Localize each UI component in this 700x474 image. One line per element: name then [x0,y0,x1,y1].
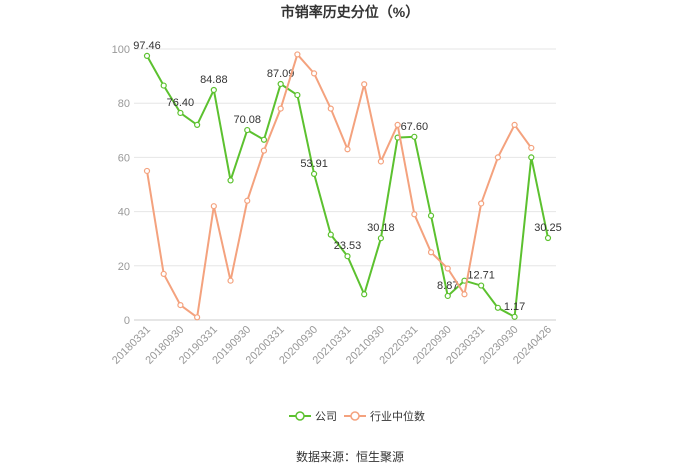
data-point [544,234,552,242]
data-point [411,133,418,140]
data-point [327,105,334,112]
data-point [160,270,167,278]
y-tick-label: 0 [124,315,130,327]
data-point [528,144,535,152]
data-label: 12.71 [467,270,495,282]
data-point [411,211,418,218]
data-point [210,203,217,210]
data-point [427,212,435,219]
data-point [210,86,217,94]
data-point [160,82,167,89]
data-point [361,291,368,298]
data-point [194,121,201,128]
data-point [277,80,284,88]
data-point [244,197,251,204]
data-point [143,167,151,175]
data-label: 97.46 [133,40,161,52]
data-point [511,121,518,128]
chart-title: 市销率历史分位（%） [281,4,419,20]
y-tick-label: 20 [118,261,130,273]
data-point [260,136,268,143]
data-label: 23.53 [334,240,362,252]
data-point [444,292,451,300]
data-point [260,147,268,154]
data-label: 30.25 [534,222,562,234]
data-label: 30.18 [367,222,395,234]
data-point [427,249,435,256]
data-label: 87.09 [267,68,295,80]
data-point [478,200,485,207]
data-point [528,154,535,161]
data-point [344,253,351,260]
data-point [394,121,401,128]
data-point [143,52,151,59]
data-point [310,70,318,77]
legend-swatch [350,411,360,421]
source: 数据来源：恒生聚源 [296,449,404,464]
legend-swatch [295,411,305,421]
y-tick-label: 60 [118,152,130,164]
data-label: 8.87 [437,280,458,292]
data-point [461,291,468,298]
data-point [227,277,234,284]
data-point [244,126,251,134]
data-point [478,282,485,289]
data-point [310,170,318,178]
data-point [277,105,284,112]
data-point [344,146,351,153]
data-point [377,235,385,242]
data-point [361,81,368,88]
data-point [227,177,234,184]
data-point [294,91,301,99]
data-label: 53.91 [300,158,328,170]
data-label: 67.60 [401,121,429,133]
data-point [494,304,501,311]
data-label: 76.40 [167,97,195,109]
data-point [444,265,451,272]
data-point [327,231,334,238]
legend-label: 公司 [315,411,337,423]
data-point [377,158,385,165]
data-label: 1.17 [504,301,525,313]
data-point [294,51,301,58]
y-tick-label: 100 [112,44,130,56]
data-point [494,154,501,161]
series-line [146,52,533,320]
data-label: 84.88 [200,74,228,86]
legend-label: 行业中位数 [370,409,425,423]
data-point [177,109,184,117]
data-label: 70.08 [233,114,261,126]
y-tick-label: 40 [118,207,130,219]
data-point [511,313,518,320]
y-tick-label: 80 [118,98,130,110]
data-point [177,301,184,309]
data-point [194,314,201,321]
